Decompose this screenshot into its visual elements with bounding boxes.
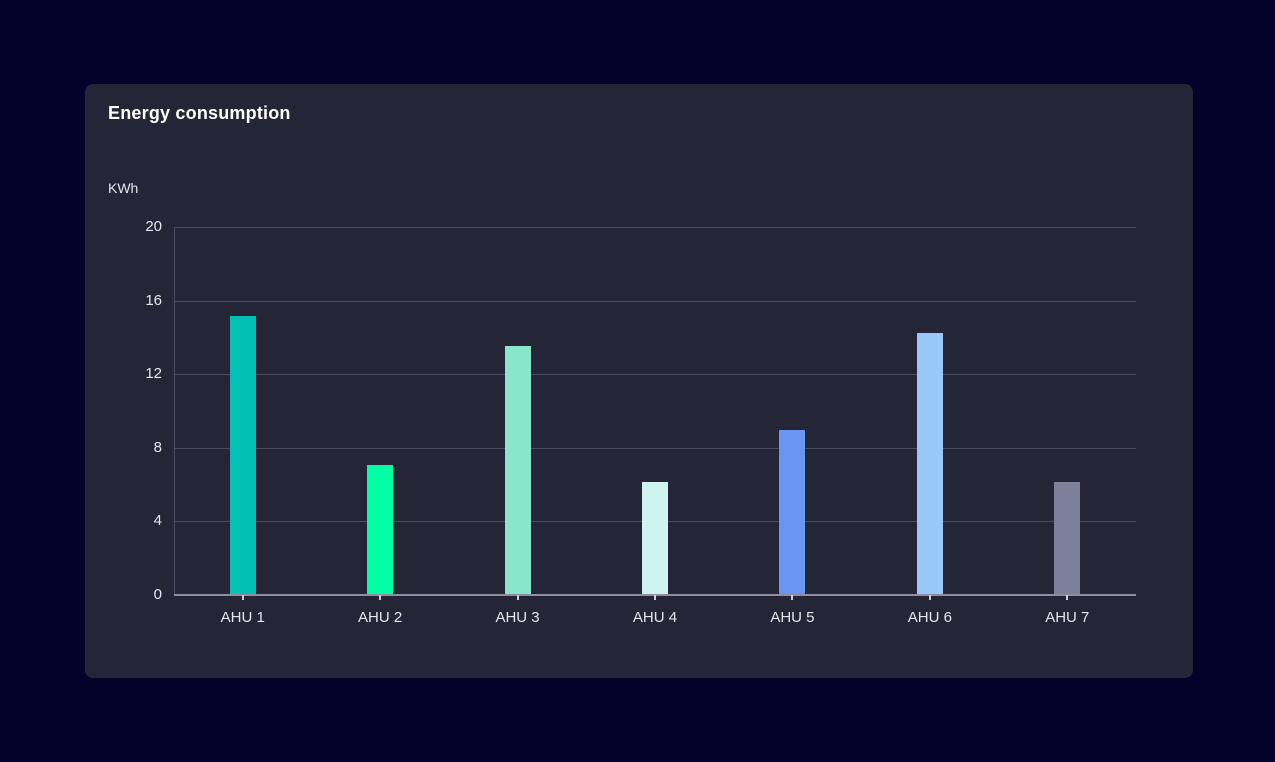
bar-ahu-6[interactable] <box>916 332 943 594</box>
y-tick-label-12: 12 <box>145 365 162 383</box>
chart-title: Energy consumption <box>108 103 291 123</box>
x-tick-ahu-7 <box>1066 595 1069 600</box>
bar-ahu-5[interactable] <box>779 430 806 594</box>
bar-ahu-2[interactable] <box>367 465 394 594</box>
y-axis-unit-label: KWh <box>108 180 139 196</box>
gridline-y-12 <box>174 374 1136 376</box>
gridline-y-20 <box>174 227 1136 228</box>
x-label-ahu-5: AHU 5 <box>770 609 815 626</box>
gridline-y-8 <box>174 447 1136 449</box>
x-label-ahu-7: AHU 7 <box>1045 609 1090 626</box>
x-tick-ahu-3 <box>516 595 519 600</box>
bar-ahu-3[interactable] <box>504 345 531 594</box>
x-label-ahu-4: AHU 4 <box>632 609 678 626</box>
x-label-ahu-1: AHU 1 <box>220 609 265 626</box>
bar-ahu-1[interactable] <box>229 316 256 594</box>
x-tick-ahu-6 <box>928 595 931 600</box>
x-tick-ahu-1 <box>241 595 244 600</box>
x-label-ahu-6: AHU 6 <box>907 609 952 626</box>
x-label-ahu-2: AHU 2 <box>358 609 403 626</box>
bar-ahu-7[interactable] <box>1054 481 1081 594</box>
y-tick-label-0: 0 <box>153 586 162 603</box>
bar-ahu-4[interactable] <box>642 481 668 594</box>
y-tick-label-20: 20 <box>145 218 162 235</box>
x-label-ahu-3: AHU 3 <box>495 609 540 626</box>
x-tick-ahu-4 <box>654 595 656 600</box>
y-tick-label-4: 4 <box>153 512 162 530</box>
plot-area: 0 4 8 12 16 20 AHU 1 AHU 2 AHU 3 AHU 4 AHU 5 AHU 6 A… <box>145 218 1136 626</box>
x-tick-ahu-2 <box>379 595 382 600</box>
y-tick-label-8: 8 <box>153 438 162 456</box>
x-tick-ahu-5 <box>791 595 794 600</box>
energy-consumption-card: Energy consumption KWh 0 4 8 12 16 20 AHU 1 AHU… <box>85 84 1193 678</box>
y-tick-label-16: 16 <box>145 291 162 309</box>
y-axis-line <box>174 227 175 595</box>
gridline-y-16 <box>174 300 1136 302</box>
